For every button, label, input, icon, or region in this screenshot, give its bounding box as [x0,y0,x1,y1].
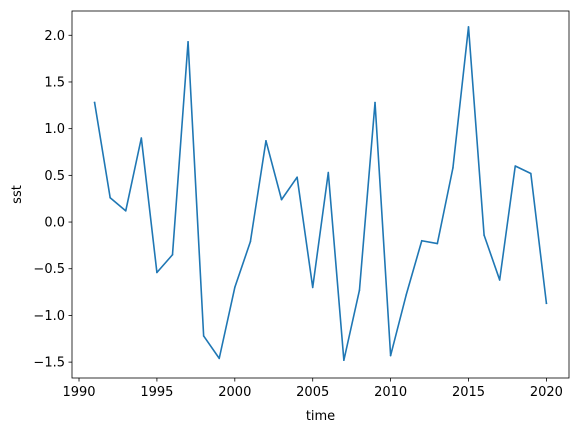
data-point [280,198,283,201]
data-point [234,286,236,289]
data-point [420,239,423,242]
y-tick-label: 2.0 [44,29,65,44]
x-tick-label: 2020 [530,385,563,400]
x-tick-label: 2015 [452,385,485,400]
data-point [467,26,470,28]
data-point [202,335,205,337]
y-tick-label: 0.0 [44,216,65,231]
x-tick-label: 1995 [140,385,173,400]
data-point [483,234,485,236]
y-tick-label: −1.5 [33,356,65,371]
data-point [327,171,330,174]
x-tick-label: 2005 [296,385,329,400]
data-point [187,41,189,43]
data-point [140,137,143,139]
x-axis-label: time [306,409,335,424]
data-point [374,101,376,104]
data-point [171,253,174,256]
data-point [156,271,158,274]
data-point [514,165,517,167]
x-tick-label: 2010 [374,385,407,400]
data-point [530,172,532,175]
data-point [124,210,127,212]
data-point [389,354,392,357]
data-point [296,176,298,179]
data-point [109,196,111,199]
series-layer [93,26,548,362]
x-tick-label: 1990 [62,385,95,400]
data-point [93,101,96,104]
tick-layer: 1990 1995 2000 2005 2010 2015 2020 −1.5 −1.0 −0.5… [33,29,563,400]
data-point [358,289,361,292]
data-point [265,140,267,142]
data-point [452,167,454,169]
x-tick-label: 2000 [218,385,251,400]
plot-frame [71,10,570,379]
data-point [498,279,501,281]
data-point [249,240,252,243]
data-point [311,286,314,289]
plot-area [72,11,569,378]
data-point [436,242,439,245]
y-tick-label: −1.0 [33,309,65,324]
y-tick-label: 1.5 [44,75,65,90]
data-point [405,294,407,296]
series-line [93,26,548,362]
y-axis-label: sst [10,185,25,204]
data-point [343,359,345,362]
y-tick-label: −0.5 [33,262,65,277]
data-point [218,357,221,360]
y-tick-label: 0.5 [44,169,65,184]
data-point [545,302,548,305]
y-tick-label: 1.0 [44,122,65,137]
